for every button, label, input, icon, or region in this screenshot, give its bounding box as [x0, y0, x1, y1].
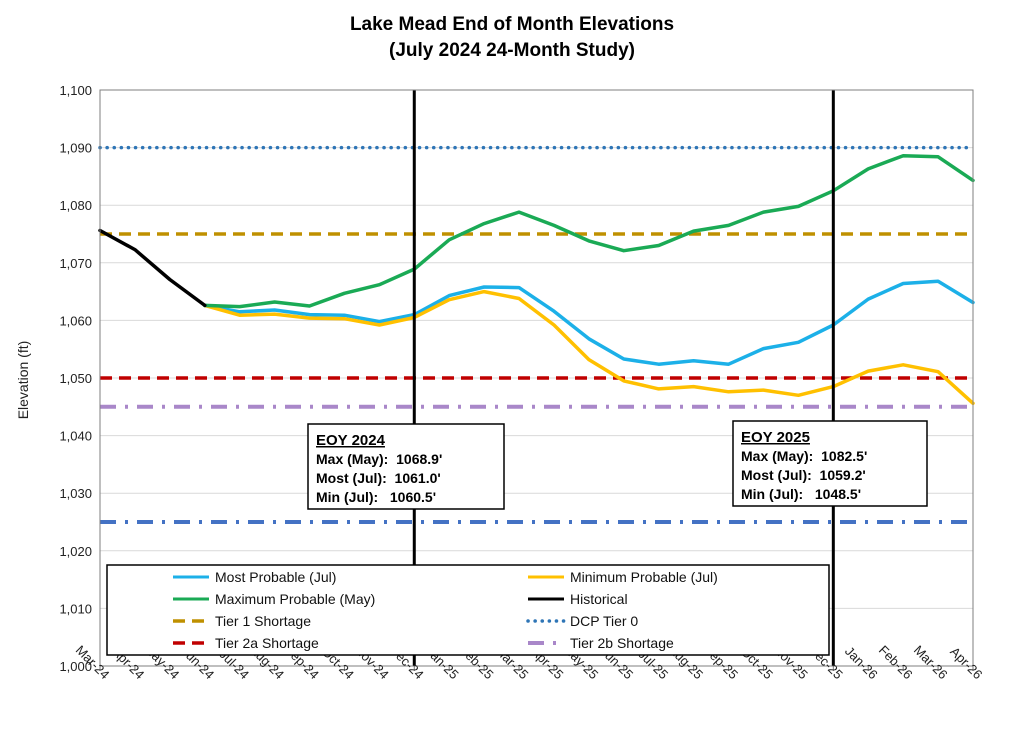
series-line [98, 228, 207, 308]
data-series [98, 153, 975, 406]
y-tick-label: 1,050 [59, 371, 92, 386]
legend-label: Maximum Probable (May) [215, 591, 375, 607]
y-tick-label: 1,030 [59, 486, 92, 501]
chart-subtitle: (July 2024 24-Month Study) [389, 40, 635, 61]
y-tick-label: 1,040 [59, 429, 92, 444]
annotation-line: Most (Jul): 1059.2' [741, 467, 866, 483]
legend-label: Tier 2a Shortage [215, 635, 319, 651]
legend-label: DCP Tier 0 [570, 613, 638, 629]
legend-box [106, 564, 830, 656]
y-tick-label: 1,070 [59, 256, 92, 271]
y-tick-label: 1,000 [59, 659, 92, 674]
annotations: EOY 2024 Max (May): 1068.9' Most (Jul): 10… [307, 420, 928, 510]
y-tick-label: 1,080 [59, 198, 92, 213]
series-line [203, 289, 975, 406]
legend-label: Historical [570, 591, 628, 607]
annotation-title: EOY 2025 [741, 429, 810, 446]
legend: Most Probable (Jul) Minimum Probable (Jul… [106, 564, 830, 656]
series-line [203, 153, 975, 309]
annotation-line: Max (May): 1068.9' [316, 451, 442, 467]
legend-label: Minimum Probable (Jul) [570, 569, 718, 585]
y-tick-label: 1,100 [59, 83, 92, 98]
plot-area-border [99, 89, 974, 667]
y-tick-label: 1,020 [59, 544, 92, 559]
annotation-line: Max (May): 1082.5' [741, 448, 867, 464]
legend-label: Tier 1 Shortage [215, 613, 311, 629]
y-tick-label: 1,010 [59, 601, 92, 616]
series-line [203, 279, 975, 366]
annotation-line: Min (Jul): 1048.5' [741, 486, 861, 502]
legend-label: Most Probable (Jul) [215, 569, 336, 585]
y-tick-label: 1,090 [59, 141, 92, 156]
annotation-line: Most (Jul): 1061.0' [316, 470, 441, 486]
annotation-title: EOY 2024 [316, 432, 386, 449]
threshold-lines [98, 145, 975, 524]
annotation-box [307, 423, 505, 510]
annotation-line: Min (Jul): 1060.5' [316, 489, 436, 505]
x-tick-label: Mar-26 [911, 642, 951, 682]
gridlines [100, 89, 973, 609]
legend-label: Tier 2b Shortage [570, 635, 674, 651]
x-tick-label: Apr-26 [947, 644, 985, 682]
y-tick-label: 1,060 [59, 313, 92, 328]
chart-title: Lake Mead End of Month Elevations [350, 14, 674, 35]
y-axis-label: Elevation (ft) [15, 341, 31, 420]
x-tick-label: Jan-26 [842, 643, 881, 682]
annotation-box [732, 420, 928, 507]
x-tick-label: Feb-26 [876, 642, 916, 682]
